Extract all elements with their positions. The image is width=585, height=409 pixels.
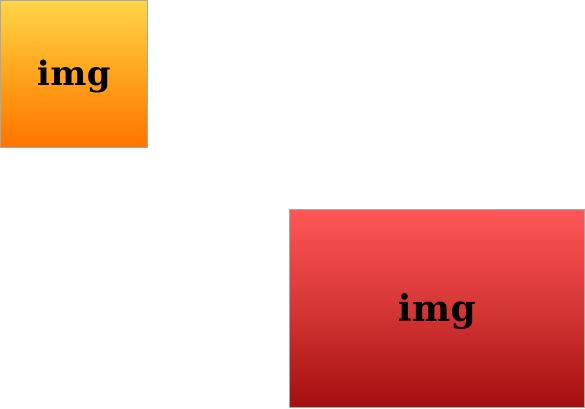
image-placeholder-label: img	[397, 287, 477, 330]
image-placeholder-large: img	[289, 209, 585, 408]
image-placeholder-label: img	[36, 54, 112, 94]
image-placeholder-small: img	[0, 0, 148, 148]
